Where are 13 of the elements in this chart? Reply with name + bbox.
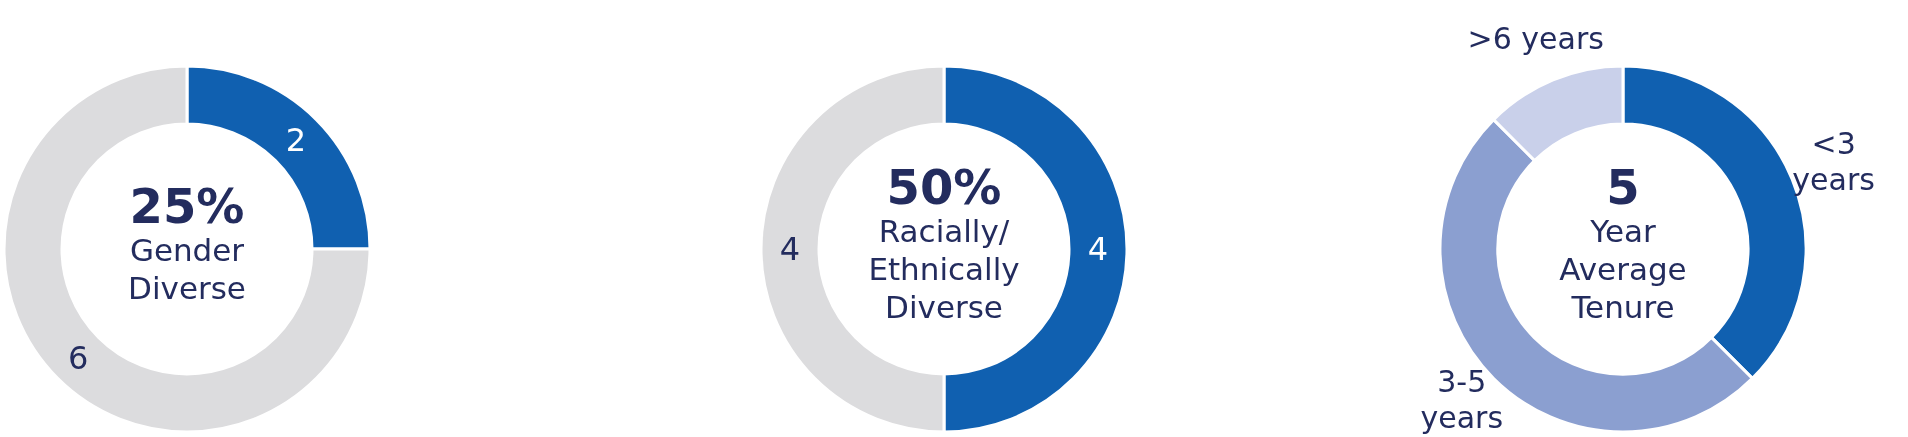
text: Year Average Tenure [1559,213,1687,325]
data-label: 4 [1087,230,1109,269]
text: 50% [886,159,1002,215]
text: Racially/ Ethnically Diverse [868,213,1020,325]
text: 25% [129,178,245,234]
slice-label: <3 years [1792,126,1875,198]
data-label: 4 [779,230,801,269]
data-label: 6 [67,339,89,378]
text: Gender Diverse [128,232,246,306]
slice-label: 3-5 years [1420,363,1504,435]
text: 5 [1606,159,1640,215]
slice-label: >6 years [1467,20,1604,56]
data-label: 2 [285,121,307,160]
